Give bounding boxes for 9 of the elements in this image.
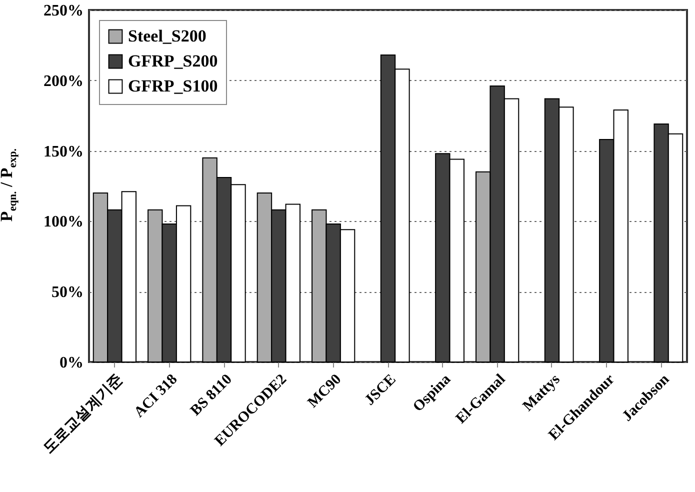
y-tick-label: 250% <box>44 2 84 20</box>
legend-label: Steel_S200 <box>128 26 206 46</box>
y-tick-label: 50% <box>52 284 84 302</box>
legend-label: GFRP_S200 <box>128 52 218 70</box>
y-tick-label: 100% <box>44 214 84 231</box>
y-tick-label: 0% <box>60 354 84 372</box>
legend-label: GFRP_S100 <box>128 76 218 96</box>
y-tick-label: 150% <box>44 143 84 160</box>
y-tick-label: 200% <box>44 72 84 90</box>
